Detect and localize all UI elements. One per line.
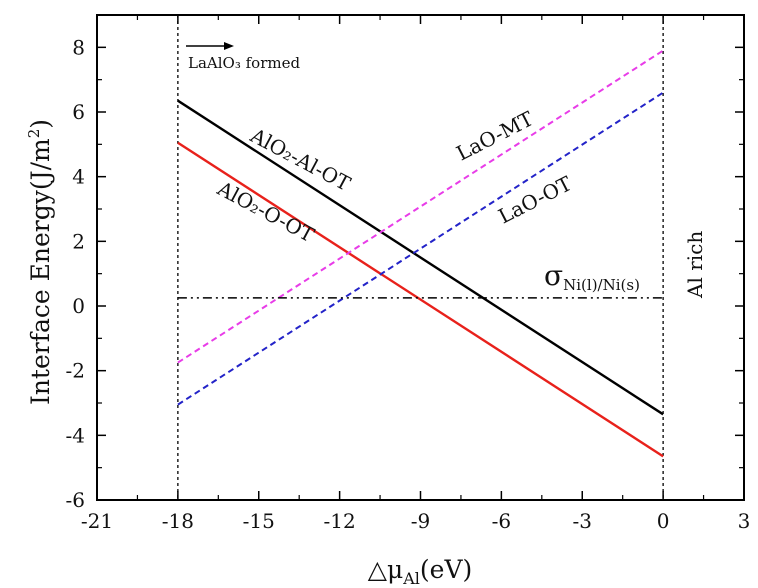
y-tick-label: 6 <box>72 100 85 124</box>
series-lao-ot <box>177 91 664 406</box>
plot-lines <box>177 15 664 500</box>
axis-ticks: -21 -18 -15 -12 -9 -6 -3 0 3 -6 -4 -2 0 2 4 6 8 <box>66 14 751 533</box>
y-axis-title: Interface Energy(J/m2) <box>25 119 55 405</box>
x-tick-label: -6 <box>492 509 511 533</box>
lalo3-arrow-head <box>224 42 234 50</box>
label-alo2-al-ot: AlO₂-Al-OT <box>246 123 355 196</box>
sigma-subscript: Ni(l)/Ni(s) <box>563 276 640 294</box>
label-lao-mt: LaO-MT <box>452 106 537 165</box>
y-axis-title-end: ) <box>26 119 55 129</box>
y-tick-label: 8 <box>72 35 85 59</box>
x-tick-label: 0 <box>657 509 670 533</box>
x-axis-title-end: (eV) <box>420 555 472 584</box>
y-tick-label: 2 <box>72 229 85 253</box>
y-tick-label: 4 <box>72 165 85 189</box>
x-tick-label: -18 <box>162 509 194 533</box>
y-tick-label: -2 <box>66 359 85 383</box>
x-tick-label: 3 <box>738 509 751 533</box>
label-lalo3-formed: LaAlO₃ formed <box>188 54 300 72</box>
y-tick-label: -6 <box>66 488 85 512</box>
series-alo-o-ot <box>177 141 664 458</box>
x-tick-label: -15 <box>243 509 275 533</box>
label-alo2-o-ot: AlO₂-O-OT <box>213 176 319 248</box>
y-axis-title-main: Interface Energy(J/m <box>26 138 55 405</box>
x-tick-label: -3 <box>573 509 592 533</box>
sigma-symbol: σ <box>544 259 563 292</box>
x-tick-label: -12 <box>324 509 356 533</box>
series-alo-al-ot <box>177 99 664 416</box>
y-tick-label: 0 <box>72 294 85 318</box>
label-al-rich: Al rich <box>683 231 707 299</box>
sigma-label: σNi(l)/Ni(s) <box>544 259 640 294</box>
x-axis-title: △μAl(eV) <box>368 555 473 588</box>
y-tick-label: -4 <box>66 423 85 447</box>
series-lao-mt <box>177 49 664 364</box>
x-tick-label: -9 <box>411 509 430 533</box>
label-lao-ot: LaO-OT <box>494 171 576 228</box>
x-axis-title-sub: Al <box>402 569 420 588</box>
y-axis-title-sup: 2 <box>25 129 43 139</box>
x-axis-title-main: △μ <box>368 555 403 584</box>
x-tick-label: -21 <box>81 509 113 533</box>
